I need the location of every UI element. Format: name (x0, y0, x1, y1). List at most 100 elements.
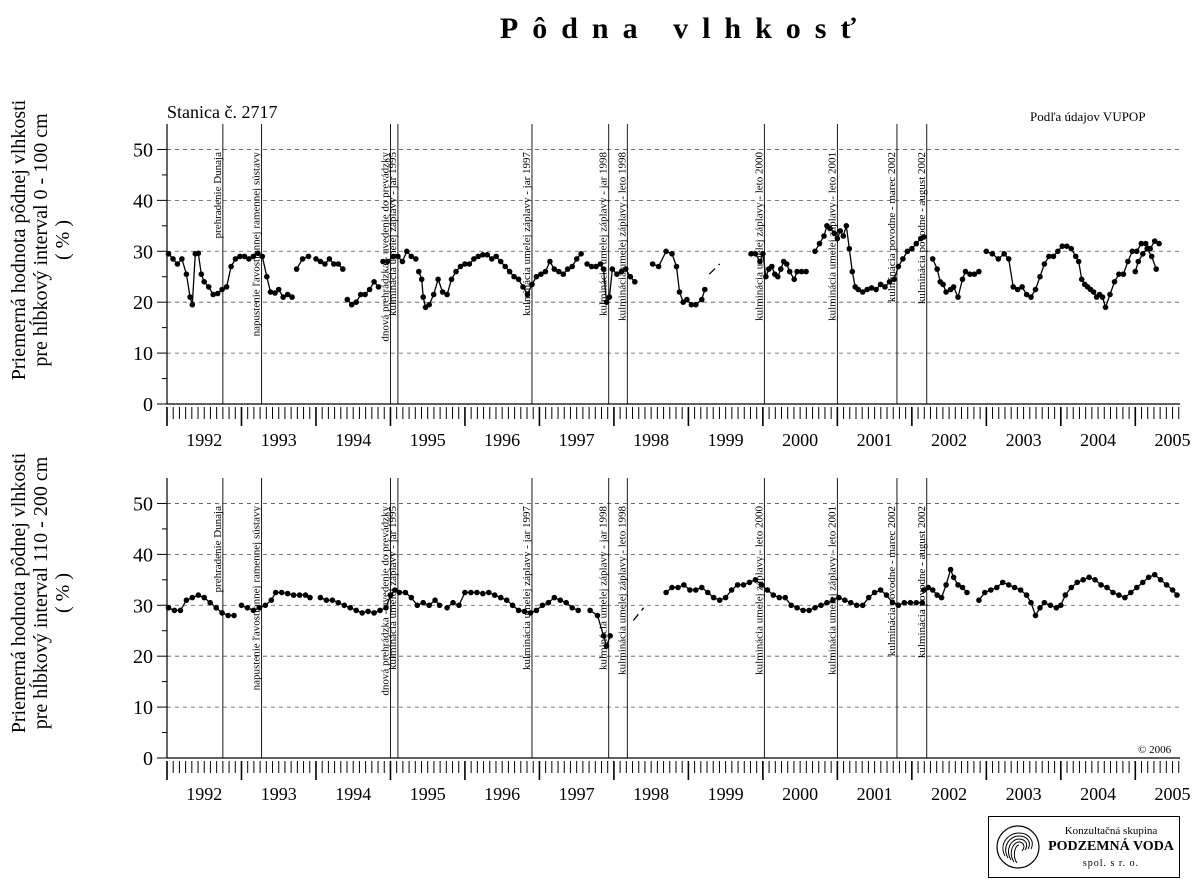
top-data-point (322, 261, 328, 267)
top-data-point (959, 276, 966, 283)
top-data-point (1120, 271, 1127, 278)
top-data-point (497, 258, 504, 265)
top-data-point (593, 263, 599, 270)
top-data-point (913, 240, 920, 247)
top-data-point (618, 268, 625, 275)
top-data-point (921, 234, 927, 240)
bottom-data-point (716, 597, 723, 603)
bottom-data-point (575, 607, 581, 614)
logo-line-1: Konzultačná skupina (1064, 825, 1158, 837)
bottom-data-point (296, 592, 303, 598)
bottom-data-point (268, 597, 275, 603)
top-year-label-2001: 2001 (857, 430, 893, 450)
top-data-point (529, 281, 535, 288)
bottom-data-point (307, 594, 313, 601)
bottom-year-label-2001: 2001 (857, 784, 893, 804)
bottom-year-label-1995: 1995 (410, 784, 446, 804)
top-data-point (195, 250, 202, 257)
top-data-point (489, 256, 495, 262)
bottom-data-point (256, 605, 263, 611)
top-data-point (250, 253, 257, 260)
bottom-data-point (1110, 589, 1116, 596)
top-data-point (1134, 248, 1140, 255)
bottom-data-point (503, 597, 510, 603)
top-data-point (943, 289, 949, 295)
bottom-data-point (669, 584, 675, 591)
top-data-point (1142, 240, 1149, 247)
top-data-point (1132, 268, 1139, 275)
bottom-ytick-label-5: 50 (133, 493, 153, 515)
top-data-point (578, 251, 584, 257)
top-ytick-label-3: 30 (133, 241, 153, 263)
top-data-point (1075, 258, 1082, 265)
bottom-data-point (693, 587, 699, 593)
station-label: Stanica č. 2717 (167, 102, 278, 122)
bottom-data-point (1062, 592, 1069, 598)
top-data-point (699, 296, 705, 303)
bottom-data-point (1145, 574, 1152, 581)
top-data-point (418, 276, 425, 283)
bottom-data-point (812, 605, 818, 611)
bottom-data-point (722, 594, 729, 601)
wave-logo-icon (996, 825, 1040, 869)
bottom-data-point (195, 592, 202, 598)
top-data-point (976, 268, 982, 275)
top-data-point (493, 253, 500, 260)
top-data-point (246, 256, 252, 262)
bottom-event-label-10: kulminácia povodne - august 2002 (916, 506, 928, 658)
bottom-data-point (1163, 582, 1170, 588)
bottom-data-point (788, 602, 794, 609)
bottom-data-point (1047, 602, 1054, 609)
bottom-data-point (699, 584, 705, 591)
bottom-data-point (675, 584, 681, 591)
bottom-data-point (509, 602, 516, 609)
bottom-data-point (551, 594, 558, 601)
top-series-line-11 (932, 258, 980, 300)
top-data-point (588, 263, 595, 270)
top-data-point (760, 251, 766, 257)
bottom-data-point (1104, 584, 1110, 591)
top-data-point (201, 279, 207, 285)
bottom-ytick-label-3: 30 (133, 595, 153, 617)
top-event-label-2: dnová prehrádzka - uvedenie do prevádzky (379, 152, 391, 342)
bottom-data-point (468, 589, 474, 596)
bottom-data-point (947, 566, 954, 573)
top-data-point (384, 258, 391, 265)
top-data-point (255, 250, 261, 257)
top-series-line-0 (168, 252, 293, 305)
top-data-point (210, 291, 216, 298)
bottom-data-point (392, 587, 398, 593)
top-data-point (170, 256, 176, 262)
top-data-point (542, 268, 549, 275)
top-data-point (791, 276, 797, 283)
top-data-point (1140, 251, 1146, 257)
top-data-point (284, 291, 291, 298)
top-data-point (1023, 291, 1030, 298)
top-series-line-8 (708, 263, 721, 275)
bottom-data-point (959, 584, 966, 591)
top-ytick-label-2: 20 (133, 292, 153, 314)
bottom-data-point (262, 602, 269, 609)
top-data-point (693, 301, 699, 308)
bottom-data-point (883, 592, 890, 598)
bottom-data-point (740, 582, 747, 588)
top-data-point (1037, 273, 1043, 280)
top-data-point (430, 291, 437, 298)
bottom-data-point (219, 610, 225, 616)
bottom-year-label-2000: 2000 (782, 784, 818, 804)
top-data-point (272, 290, 278, 296)
top-data-point (995, 256, 1002, 262)
bottom-data-point (1169, 587, 1176, 593)
top-data-point (794, 268, 800, 275)
bottom-data-point (758, 582, 765, 588)
top-data-point (426, 301, 433, 308)
bottom-year-label-2003: 2003 (1006, 784, 1042, 804)
top-data-point (475, 253, 482, 260)
bottom-data-point (806, 607, 812, 614)
top-data-point (214, 290, 221, 297)
top-data-point (606, 294, 613, 300)
top-data-point (538, 271, 544, 278)
bottom-data-point (1134, 584, 1140, 591)
top-data-point (348, 301, 355, 308)
bottom-data-point (557, 597, 564, 603)
